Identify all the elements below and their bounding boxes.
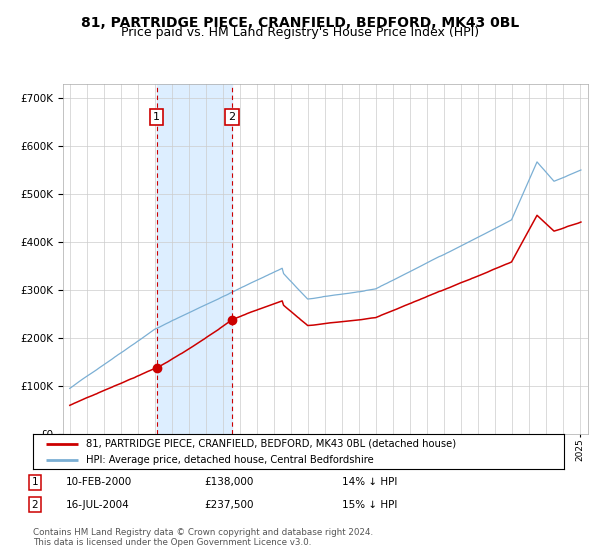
Text: 1: 1 <box>153 112 160 122</box>
Text: £138,000: £138,000 <box>204 477 253 487</box>
Text: 10-FEB-2000: 10-FEB-2000 <box>66 477 132 487</box>
Text: 81, PARTRIDGE PIECE, CRANFIELD, BEDFORD, MK43 0BL: 81, PARTRIDGE PIECE, CRANFIELD, BEDFORD,… <box>81 16 519 30</box>
Text: 81, PARTRIDGE PIECE, CRANFIELD, BEDFORD, MK43 0BL (detached house): 81, PARTRIDGE PIECE, CRANFIELD, BEDFORD,… <box>86 438 456 449</box>
Bar <box>157 84 232 434</box>
Text: 16-JUL-2004: 16-JUL-2004 <box>66 500 130 510</box>
Text: £237,500: £237,500 <box>204 500 254 510</box>
Text: Price paid vs. HM Land Registry's House Price Index (HPI): Price paid vs. HM Land Registry's House … <box>121 26 479 39</box>
Text: 2: 2 <box>229 112 235 122</box>
Text: 14% ↓ HPI: 14% ↓ HPI <box>342 477 397 487</box>
Text: 2: 2 <box>31 500 38 510</box>
Text: Contains HM Land Registry data © Crown copyright and database right 2024.
This d: Contains HM Land Registry data © Crown c… <box>33 528 373 548</box>
Text: HPI: Average price, detached house, Central Bedfordshire: HPI: Average price, detached house, Cent… <box>86 455 374 465</box>
Text: 1: 1 <box>31 477 38 487</box>
Text: 15% ↓ HPI: 15% ↓ HPI <box>342 500 397 510</box>
